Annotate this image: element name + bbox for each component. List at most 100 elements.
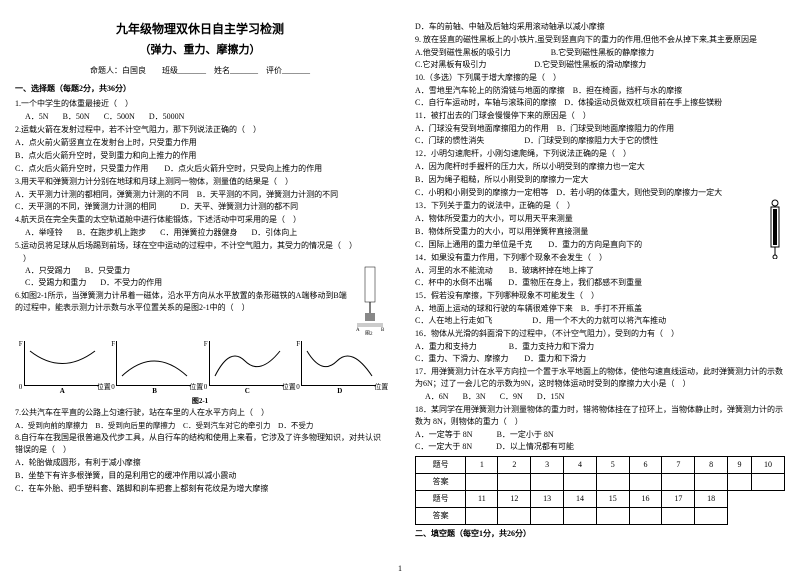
q1: 1.一个中学生的体重最接近（ ）	[15, 98, 385, 110]
fig-label: 图2-1	[15, 396, 385, 407]
q6: 6.如图2-1所示，当弹簧测力计吊着一磁体，沿水平方向从水平放置的条形磁铁的A端…	[15, 290, 385, 314]
q12c: C．小明和小刚受到的摩擦力一定相等	[415, 188, 548, 197]
q12a: A．因为爬杆时手握杆的压力大，所以小明受到的摩擦力也一定大	[415, 161, 785, 173]
q4a: A．举哑铃	[25, 227, 63, 239]
q16a: A．重力和支持力	[415, 342, 477, 351]
q18: 18．某同学在用弹簧测力计测量物体的重力时，错将物体挂在了拉环上，当物体静止时，…	[415, 404, 785, 428]
q15b: B．手打不开瓶盖	[581, 304, 642, 313]
q4c: C．用弹簧拉力器健身	[160, 227, 237, 239]
q3c: C．天平测的不同，弹簧测力计测的相同	[15, 202, 156, 211]
q8: 8.自行车在我国是很普遍及代步工具，从自行车的结构和使用上来看，它涉及了许多物理…	[15, 432, 385, 456]
q4d: D．引体向上	[251, 227, 297, 239]
graph-a: F位置0 A	[24, 341, 99, 386]
q16d: D．重力和下滑力	[524, 354, 586, 363]
q16b: B．重力支持力和下滑力	[509, 342, 594, 351]
q18b: B．一定小于 8N	[497, 430, 554, 439]
q9c: C.它对黑板有吸引力	[415, 60, 486, 69]
q17c: C．9N	[500, 391, 523, 403]
q13d: D．重力的方向是直向下的	[548, 240, 642, 249]
q2cc: D．点火后火箭升空时，只受向上推力的作用	[164, 164, 322, 173]
svg-text:图2: 图2	[365, 331, 373, 335]
q7d: D．不受力	[278, 421, 313, 430]
subtitle: （弹力、重力、摩擦力）	[15, 42, 385, 59]
q18a: A．一定等于 8N	[415, 430, 473, 439]
q5: 5.运动员将足球从后场踢到前场，球在空中运动的过程中，不计空气阻力，其受力的情况…	[15, 240, 385, 252]
q10: 10.（多选）下列属于增大摩擦的是（ ）	[415, 72, 785, 84]
q15d: D．用一个不大的力就可以将汽车推动	[532, 316, 666, 325]
q2c: C．点火后火箭升空时，只受重力作用	[15, 164, 148, 173]
q10c: C．自行车运动时，车轴与滚珠间的摩擦	[415, 98, 556, 107]
spring-diagram: A B 图2	[355, 265, 385, 335]
q5c: C．受踢力和重力	[25, 277, 86, 289]
q13a: A．物体所受重力的大小，可以用天平来测量	[415, 213, 785, 225]
q14d: D．重物压在身上，我们都感不到重量	[508, 278, 642, 287]
q7c: C．受到汽车对它的牵引力	[183, 421, 271, 430]
q7a: A．受到向前的摩擦力	[15, 421, 88, 430]
q4: 4.航天员在完全失重的太空轨道舱中进行体能锻炼，下述活动中可采用的是（ ）	[15, 214, 385, 226]
section-2: 二、填空题（每空1分，共26分）	[415, 528, 785, 540]
q1d: D．5000N	[149, 111, 185, 123]
graph-row: F位置0 A F位置0 B F位置0 C F位置0 D	[15, 341, 385, 386]
q16c: C．重力、下滑力、摩擦力	[415, 354, 508, 363]
q7b: B．受到向后里的摩擦力	[95, 421, 175, 430]
q3: 3.用天平和弹簧测力计分别在地球和月球上测同一物体，测量值的结果是（ ）	[15, 176, 385, 188]
q13b: B．物体所受重力的大小，可以用弹簧秤直接测量	[415, 226, 785, 238]
q2b: B．点火后火箭升空时，受到重力和向上推力的作用	[15, 150, 385, 162]
q1b: B．50N	[63, 111, 90, 123]
q4b: B．在跑步机上跑步	[77, 227, 146, 239]
q10d: D．体操运动员做双杠项目前在手上擦些镁粉	[564, 98, 722, 107]
q8b: B．坐垫下有许多根弹簧，目的是利用它的缓冲作用以减小震动	[15, 470, 385, 482]
q15: 15．假若没有摩擦，下列哪种现象不可能发生（ ）	[415, 290, 785, 302]
section-1: 一、选择题（每题2分，共36分）	[15, 83, 385, 95]
graph-c: F位置0 C	[209, 341, 284, 386]
q18d: D．以上情况都有可能	[496, 442, 574, 451]
q9: 9. 放在竖直的磁性黑板上的小铁片,虽受到竖直向下的重力的作用,但他不会从掉下来…	[415, 34, 785, 46]
q14b: B．玻璃杯掉在地上摔了	[509, 266, 594, 275]
q11: 11．被打出去的门球会慢慢停下来的原因是（ ）	[415, 110, 785, 122]
q11a: A．门球没有受到地面摩擦阻力的作用	[415, 124, 549, 133]
q11c: C．门球的惯性消失	[415, 136, 484, 145]
q5d: D．不受力的作用	[100, 277, 162, 289]
q12: 12．小明匀速爬杆，小刚匀速爬绳，下列说法正确的是（ ）	[415, 148, 785, 160]
q2: 2.运载火箭在发射过程中，若不计空气阻力，那下列说法正确的（ ）	[15, 124, 385, 136]
q3a: A．天平测力计测的都相同，弹簧测力计测的不同	[15, 190, 189, 199]
q18c: C．一定大于 8N	[415, 442, 472, 451]
q1a: A．5N	[25, 111, 49, 123]
q9d: D.它受到磁性黑板的滑动摩擦力	[534, 60, 646, 69]
q3d: D．天平、弹簧测力计测的都不同	[180, 202, 298, 211]
q2a: A．点火前火箭竖直立在发射台上时，只受重力作用	[15, 137, 385, 149]
q9b: B.它受到磁性黑板的静摩擦力	[551, 48, 654, 57]
q11d: D．门球受到的摩擦阻力大于它的惯性	[524, 136, 658, 145]
answer-table: 题号12345678910 答案 题号1112131415161718 答案	[415, 456, 785, 525]
title: 九年级物理双休日自主学习检测	[15, 20, 385, 38]
q12b: B．因为绳子粗糙，所以小刚受到的摩擦力一定大	[415, 174, 785, 186]
author-line: 命题人：白国良 班级_______ 姓名_______ 评价_______	[15, 65, 385, 77]
q8d: D．车的前轴、中轴及后轴均采用滚动轴承以减小摩擦	[415, 21, 785, 33]
q14c: C．杯中的水倒不出嘴	[415, 278, 492, 287]
q12d: D．若小明的体重大，则他受到的摩擦力一定大	[556, 188, 722, 197]
q17d: D．15N	[537, 391, 565, 403]
q7: 7.公共汽车在平直的公路上匀速行驶，站在车里的人在水平方向上（ ）	[15, 407, 385, 419]
svg-text:A: A	[356, 328, 360, 333]
q8a: A．轮胎做成圆形，有利于减小摩擦	[15, 457, 385, 469]
q15a: A．地面上运动的球和行驶的车辆很难停下来	[415, 304, 573, 313]
q5b: B．只受重力	[85, 265, 130, 277]
q5a: A．只受踢力	[25, 265, 71, 277]
q13c: C．国际上通用的重力单位是千克	[415, 240, 532, 249]
q14a: A．河里的水不能流动	[415, 266, 493, 275]
graph-d: F位置0 D	[301, 341, 376, 386]
q13: 13．下列关于重力的说法中，正确的是（ ）	[415, 200, 785, 212]
q1c: C．500N	[104, 111, 135, 123]
q11b: B．门球受到地面摩擦阻力的作用	[557, 124, 674, 133]
graph-b: F位置0 B	[116, 341, 191, 386]
page-number: 1	[398, 563, 402, 575]
q14: 14．如果没有重力作用，下列哪个现象不会发生（ ）	[415, 252, 785, 264]
q10b: B．担在椅面，挡杆与水的摩擦	[573, 86, 682, 95]
q3b: B．天平测的不同，弹簧测力计测的不同	[197, 190, 338, 199]
svg-text:B: B	[381, 328, 385, 333]
q17b: B．3N	[463, 391, 486, 403]
q8c: C．在车外胎、把手塑料套、踏脚和刹车把套上都刻有花纹是为增大摩擦	[15, 483, 385, 495]
q15c: C．人在地上行走如飞	[415, 316, 492, 325]
q10a: A．雪地里汽车轮上的防滑链与地面的摩擦	[415, 86, 565, 95]
device-icon	[765, 199, 785, 259]
